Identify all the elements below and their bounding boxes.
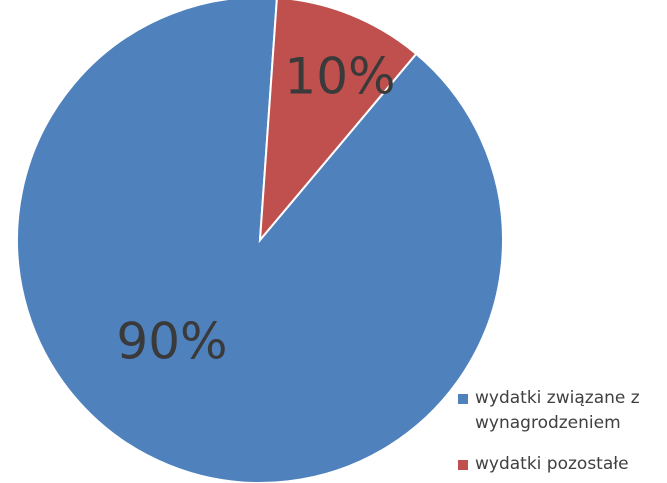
data-label: 90% bbox=[116, 313, 227, 371]
data-label: 10% bbox=[284, 48, 395, 106]
legend-entry: wydatki pozostałe bbox=[458, 452, 663, 477]
legend-swatch bbox=[458, 460, 468, 470]
legend-label: wydatki pozostałe bbox=[475, 454, 629, 474]
legend-label: wydatki związane z wynagrodzeniem bbox=[475, 388, 640, 433]
legend-entry: wydatki związane z wynagrodzeniem bbox=[458, 386, 663, 436]
legend-swatch bbox=[458, 394, 468, 404]
pie-slice bbox=[258, 0, 418, 244]
